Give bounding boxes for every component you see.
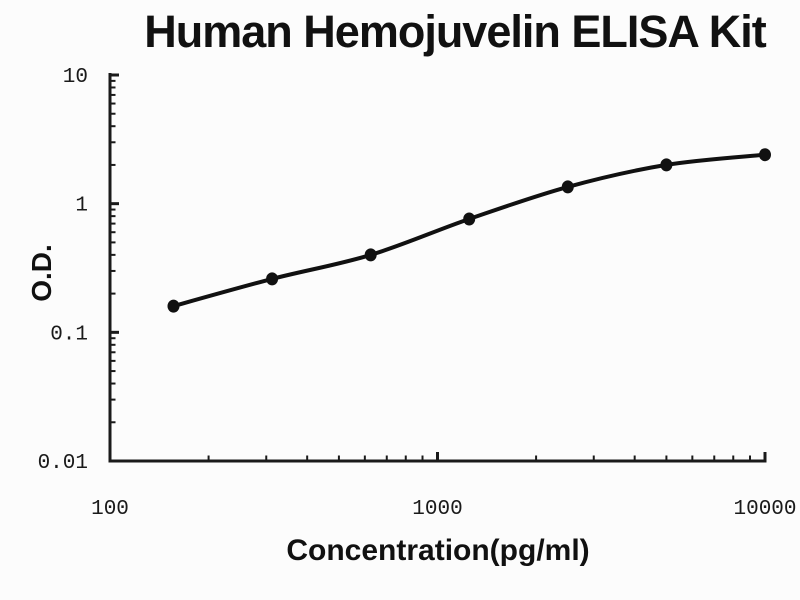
y-tick-label: 1 [75, 195, 88, 218]
y-tick-label: 0.1 [50, 323, 88, 346]
x-tick-label: 10000 [733, 498, 796, 521]
data-point-marker [660, 158, 673, 172]
y-tick-label: 0.01 [38, 452, 88, 475]
data-point-marker [167, 299, 180, 313]
data-point-marker [759, 148, 771, 162]
data-point-marker [364, 248, 377, 262]
standard-curve-line [171, 152, 767, 309]
x-tick-label: 100 [91, 498, 129, 521]
data-point-marker [561, 180, 574, 194]
x-tick-label: 1000 [412, 498, 462, 521]
chart-title: Human Hemojuvelin ELISA Kit [144, 6, 766, 57]
data-point-marker [266, 272, 279, 286]
x-axis-label: Concentration(pg/ml) [286, 534, 590, 567]
y-tick-label: 10 [63, 66, 88, 89]
data-point-marker [463, 212, 476, 226]
